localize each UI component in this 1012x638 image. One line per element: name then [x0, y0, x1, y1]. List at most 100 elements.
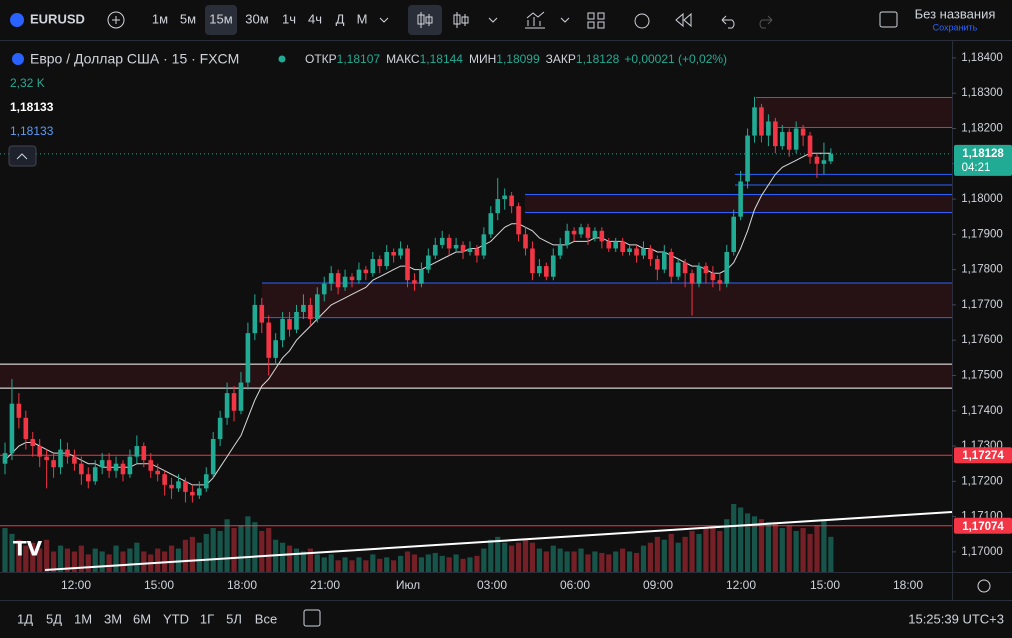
volume-bar — [536, 548, 542, 572]
volume-bar — [356, 557, 362, 572]
y-tick-label: 1,17900 — [961, 228, 1003, 240]
interval[interactable]: М — [357, 11, 368, 26]
candle-icon — [417, 12, 433, 28]
interval[interactable]: 1ч — [282, 11, 296, 26]
candle-body — [682, 262, 688, 274]
range-button[interactable]: 1Д — [17, 611, 33, 626]
ohlc-high: 1,18144 — [420, 52, 464, 66]
alert-icon[interactable] — [634, 13, 650, 29]
range-button[interactable]: 3М — [104, 611, 122, 626]
candle-body — [745, 135, 750, 182]
range-button[interactable]: 5Д — [46, 611, 62, 626]
settings-icon[interactable] — [977, 579, 991, 593]
candle-body — [412, 280, 417, 284]
candle-type-button[interactable] — [408, 5, 442, 35]
replay-icon[interactable] — [675, 12, 692, 28]
dropdown-arrows[interactable] — [488, 17, 570, 23]
volume-bar — [64, 548, 71, 572]
ohlc-open-label: ОТКР — [305, 52, 337, 66]
interval-dropdown[interactable] — [379, 17, 389, 23]
candle-body — [190, 491, 195, 496]
save-label[interactable]: Сохранить — [933, 22, 978, 32]
volume-bar — [182, 539, 189, 572]
x-tick-label: 15:00 — [144, 578, 174, 592]
volume-bar — [661, 539, 667, 572]
price-b: 1,18133 — [10, 124, 54, 138]
add-symbol[interactable] — [107, 11, 125, 29]
layout-checkbox[interactable] — [879, 11, 898, 28]
x-tick-label: 03:00 — [477, 578, 507, 592]
volume-bar — [828, 536, 834, 572]
layout-name[interactable]: Без названия — [915, 6, 996, 21]
interval[interactable]: 15м — [209, 11, 232, 26]
level-price-box — [954, 517, 1012, 534]
volume-bar — [203, 533, 209, 572]
candle-body — [516, 206, 521, 235]
interval[interactable]: 4ч — [308, 11, 322, 26]
volume-bar — [293, 548, 300, 572]
candle-body — [481, 234, 487, 256]
volume-bar — [106, 554, 112, 572]
candle-body — [648, 248, 653, 260]
volume-bar — [16, 539, 22, 572]
candle-body — [377, 259, 383, 267]
y-tick-label: 1,17600 — [961, 334, 1003, 346]
candle-body — [30, 438, 36, 447]
range-button[interactable]: 1Г — [200, 611, 214, 626]
interval[interactable]: 30м — [245, 11, 268, 26]
candle-body — [217, 417, 223, 439]
collapse-arrow — [16, 153, 28, 160]
redo-icon[interactable] — [759, 15, 773, 29]
candle-body — [557, 244, 563, 256]
x-tick-label: 06:00 — [560, 578, 590, 592]
y-tick-label: 1,17700 — [961, 299, 1003, 311]
symbol[interactable]: EURUSD — [30, 11, 85, 26]
volume-bar — [814, 525, 820, 572]
candle-body — [72, 456, 77, 464]
top-toolbar — [0, 0, 1012, 40]
volume-bar — [654, 536, 660, 572]
interval[interactable]: 5м — [180, 11, 196, 26]
volume-bar — [585, 554, 591, 572]
candle-body — [273, 340, 278, 358]
candle-body — [779, 132, 785, 147]
volume-bar — [286, 545, 293, 572]
layout-icon[interactable] — [587, 12, 605, 29]
candle-body — [460, 244, 466, 252]
candle-body — [210, 438, 216, 475]
candle-body — [79, 463, 84, 475]
volume-bar — [627, 551, 633, 572]
volume-bar — [349, 560, 355, 572]
volume-bar — [280, 542, 286, 572]
range-button[interactable]: 1М — [74, 611, 92, 626]
candle-body — [467, 248, 473, 252]
candle-body — [44, 456, 49, 461]
x-tick-label: 18:00 — [227, 578, 257, 592]
y-tick-label: 1,17000 — [961, 546, 1003, 558]
undo-icon[interactable] — [721, 15, 735, 29]
candle-body — [585, 227, 591, 238]
volume-bar — [578, 548, 584, 572]
range-button[interactable]: YTD — [163, 611, 189, 626]
candle-body — [252, 304, 258, 334]
candle-body — [16, 403, 22, 418]
volume-bar — [30, 542, 36, 572]
indicators-icon[interactable] — [525, 11, 545, 29]
interval[interactable]: 1м — [152, 11, 168, 26]
range-button[interactable]: 6М — [133, 611, 151, 626]
collapse-legend[interactable] — [8, 145, 37, 167]
candle-body — [2, 453, 8, 464]
y-tick-label: 1,18300 — [961, 87, 1003, 99]
range-button[interactable]: 5Л — [226, 611, 242, 626]
bars-icon[interactable] — [453, 12, 469, 28]
candle-body — [127, 456, 133, 475]
x-tick-label: 21:00 — [310, 578, 340, 592]
legend-icon — [12, 53, 24, 65]
interval[interactable]: Д — [336, 11, 345, 26]
range-button[interactable]: Все — [255, 611, 277, 626]
candle-body — [266, 322, 272, 358]
date-range-icon[interactable] — [303, 609, 321, 627]
volume-bar — [328, 554, 334, 572]
